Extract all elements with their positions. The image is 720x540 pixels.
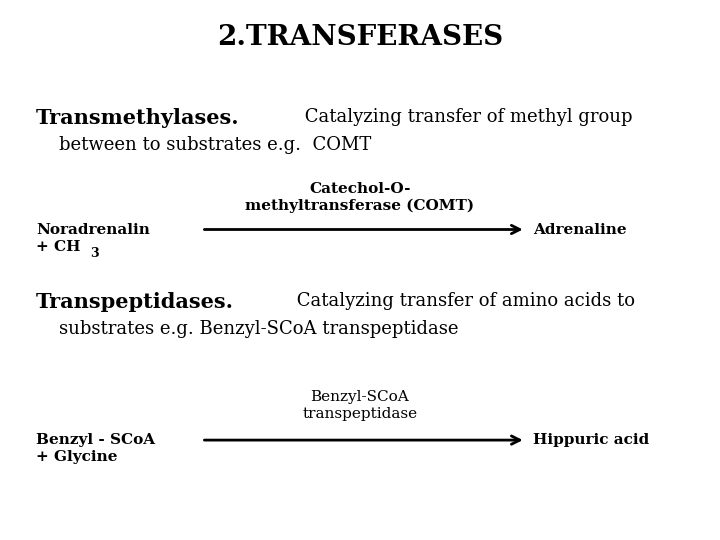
Text: 2.TRANSFERASES: 2.TRANSFERASES xyxy=(217,24,503,51)
Text: Catalyzing transfer of methyl group: Catalyzing transfer of methyl group xyxy=(299,108,632,126)
Text: Benzyl-SCoA: Benzyl-SCoA xyxy=(310,390,410,404)
Text: Benzyl - SCoA: Benzyl - SCoA xyxy=(36,433,155,447)
Text: + CH: + CH xyxy=(36,240,81,254)
Text: Transpeptidases.: Transpeptidases. xyxy=(36,292,234,312)
Text: transpeptidase: transpeptidase xyxy=(302,407,418,421)
Text: Catalyzing transfer of amino acids to: Catalyzing transfer of amino acids to xyxy=(292,292,636,309)
Text: substrates e.g. Benzyl-SCoA transpeptidase: substrates e.g. Benzyl-SCoA transpeptida… xyxy=(36,320,459,338)
Text: Noradrenalin: Noradrenalin xyxy=(36,222,150,237)
Text: + Glycine: + Glycine xyxy=(36,450,117,464)
Text: between to substrates e.g.  COMT: between to substrates e.g. COMT xyxy=(36,137,372,154)
Text: Hippuric acid: Hippuric acid xyxy=(533,433,649,447)
Text: Catechol-O-: Catechol-O- xyxy=(310,182,410,196)
Text: methyltransferase (COMT): methyltransferase (COMT) xyxy=(246,199,474,213)
Text: Adrenaline: Adrenaline xyxy=(533,222,626,237)
Text: 3: 3 xyxy=(90,247,99,260)
Text: Transmethylases.: Transmethylases. xyxy=(36,108,240,128)
